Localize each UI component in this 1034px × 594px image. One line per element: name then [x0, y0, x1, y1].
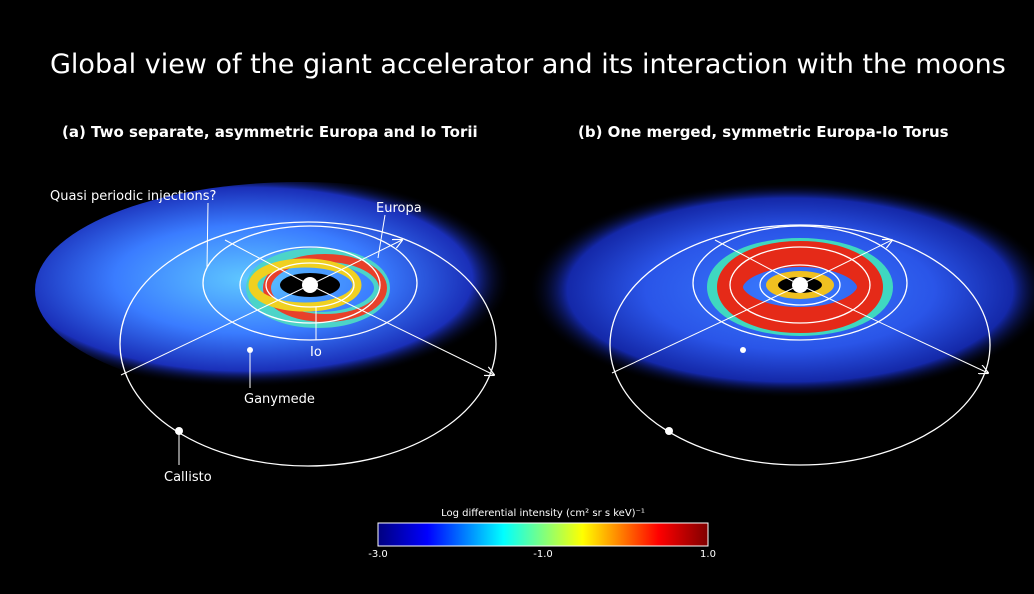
arrow [799, 284, 988, 373]
callisto-orbit [609, 224, 991, 466]
colorbar-scale [377, 522, 709, 547]
title: Global view of the giant accelerator and… [50, 49, 1006, 80]
annotation: Europa [376, 201, 422, 216]
callisto-orbit [119, 221, 497, 467]
annotation: Quasi periodic injections? [50, 189, 216, 204]
ganymede [740, 347, 746, 353]
leader [206, 202, 209, 269]
arrow [309, 284, 494, 375]
annotation: Io [310, 345, 322, 360]
panel-label: (a) Two separate, asymmetric Europa and … [62, 123, 478, 141]
jupiter [302, 277, 318, 293]
ray [611, 284, 801, 374]
colorbar-tick: 1.0 [700, 549, 716, 560]
colorbar-label: Log differential intensity (cm² sr s keV… [441, 508, 645, 519]
arrow [309, 240, 402, 286]
europa-orbit [729, 246, 871, 324]
ganymede-orbit [202, 225, 418, 341]
ganymede [247, 347, 253, 353]
europa-orbit [239, 246, 381, 324]
callisto [665, 427, 673, 435]
annotation: Callisto [164, 470, 212, 485]
jupiter [792, 277, 808, 293]
arrow [799, 240, 892, 286]
panel-label: (b) One merged, symmetric Europa-Io Toru… [578, 123, 949, 141]
io-orbit [759, 264, 841, 306]
ray [714, 239, 801, 286]
colorbar-tick: -1.0 [533, 549, 553, 560]
annotation: Ganymede [244, 392, 315, 407]
leader [377, 214, 386, 259]
colorbar: Log differential intensity (cm² sr s keV… [368, 508, 716, 560]
panel-a: Quasi periodic injections? Europa Io Gan… [35, 182, 565, 485]
ganymede-orbit [692, 225, 908, 341]
colorbar-tick: -3.0 [368, 549, 388, 560]
ray [120, 284, 311, 376]
ray [224, 239, 311, 286]
panel-b [528, 182, 1034, 466]
callisto [175, 427, 183, 435]
io-orbit [265, 262, 355, 308]
